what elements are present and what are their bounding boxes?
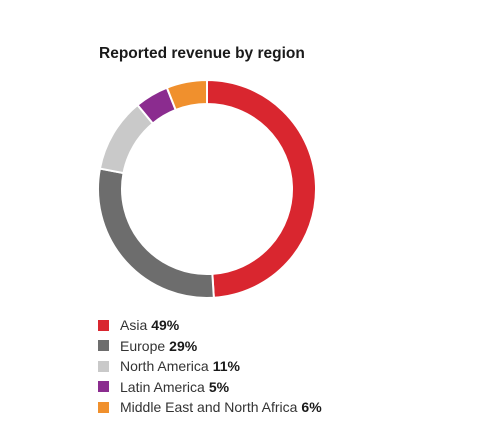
legend-label-europe: Europe xyxy=(120,337,166,354)
legend-item-middle-east-north-africa: Middle East and North Africa 6% xyxy=(98,397,322,418)
legend-item-asia: Asia 49% xyxy=(98,315,322,336)
legend-label-north-america: North America xyxy=(120,358,209,375)
legend-swatch-middle-east-north-africa xyxy=(98,401,109,413)
donut-slice-asia xyxy=(206,78,317,299)
chart-title: Reported revenue by region xyxy=(99,45,305,62)
legend-item-europe: Europe 29% xyxy=(98,336,322,357)
legend-swatch-europe xyxy=(98,340,109,352)
legend-value-middle-east-north-africa: 6% xyxy=(301,399,322,416)
legend-value-north-america: 11% xyxy=(212,358,240,375)
legend-value-asia: 49% xyxy=(151,317,180,334)
legend-item-latin-america: Latin America 5% xyxy=(98,377,322,398)
legend-label-asia: Asia xyxy=(120,317,148,334)
legend-swatch-north-america xyxy=(98,360,109,372)
donut-slices xyxy=(97,78,317,299)
legend-item-north-america: North America 11% xyxy=(98,356,322,377)
legend: Asia 49% Europe 29% North America 11% La… xyxy=(98,315,322,418)
legend-swatch-asia xyxy=(98,319,109,331)
legend-value-latin-america: 5% xyxy=(208,378,230,395)
legend-label-latin-america: Latin America xyxy=(120,378,205,395)
legend-label-middle-east-north-africa: Middle East and North Africa xyxy=(120,399,298,416)
legend-value-europe: 29% xyxy=(169,337,198,354)
donut-slice-europe xyxy=(97,167,215,299)
legend-swatch-latin-america xyxy=(98,381,109,393)
donut-slice-middle-east-and-north-africa xyxy=(165,78,208,112)
